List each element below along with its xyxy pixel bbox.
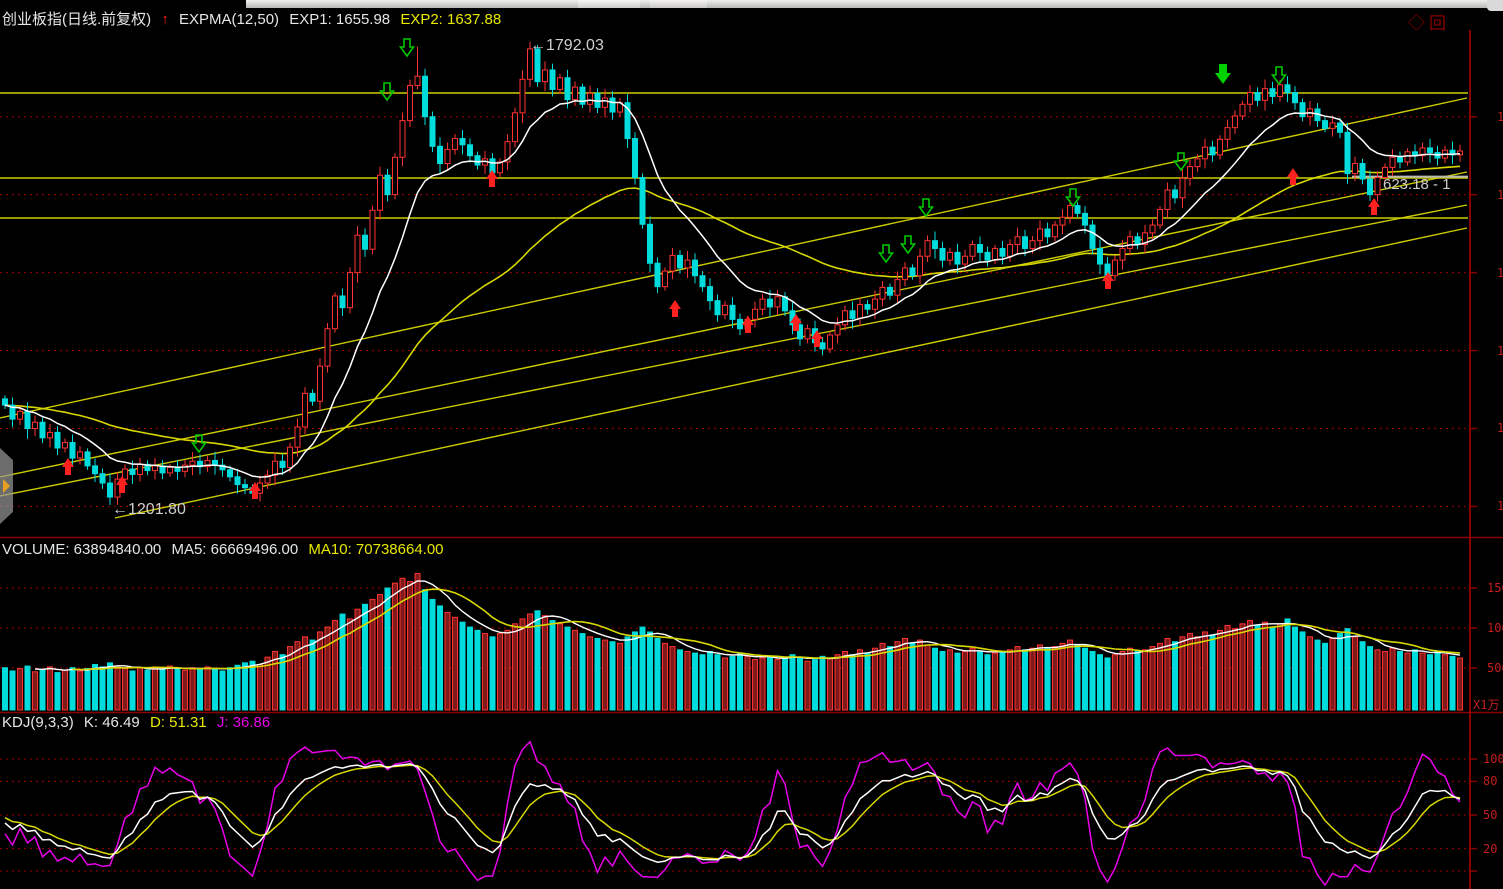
kdj-d-value: D: 51.31	[149, 714, 207, 731]
window-icon[interactable]: 回	[1429, 14, 1450, 33]
sidebar-expand-tab[interactable]	[0, 448, 13, 524]
indicator-name[interactable]: EXPMA(12,50)	[179, 11, 280, 28]
volume-axis-label: 15000	[1487, 581, 1503, 595]
volume-ma5-value: MA5: 66669496.00	[171, 541, 299, 558]
titlebar-segment	[578, 0, 640, 8]
price-axis-label: 1700	[1497, 109, 1503, 124]
diamond-icon[interactable]: ◇	[1408, 14, 1429, 33]
kdj-header: KDJ(9,3,3) K: 46.49 D: 51.31 J: 36.86	[2, 714, 276, 731]
expand-arrow-icon	[3, 479, 10, 493]
exp1-value: EXP1: 1655.98	[289, 11, 391, 28]
signal-price-label: 623.18 - 1	[1383, 176, 1451, 193]
titlebar-corner	[1487, 0, 1503, 11]
price-axis-label: 1500	[1497, 265, 1503, 280]
price-axis-label: 1200	[1497, 499, 1503, 514]
titlebar-segment	[650, 0, 707, 8]
kdj-axis-label: 20	[1483, 841, 1498, 856]
price-axis-label: 1300	[1497, 421, 1503, 436]
exp2-value: EXP2: 1637.88	[400, 11, 502, 28]
volume-ma10-value: MA10: 70738664.00	[308, 541, 444, 558]
main-chart-header: 创业板指(日线.前复权) ↑ EXPMA(12,50) EXP1: 1655.9…	[2, 8, 507, 29]
volume-axis-label: 5000	[1487, 661, 1503, 675]
volume-axis-label: 10000	[1487, 621, 1503, 635]
volume-unit-label: X1万	[1473, 698, 1500, 712]
titlebar-strip	[246, 0, 1503, 8]
volume-value: VOLUME: 63894840.00	[2, 541, 162, 558]
up-arrow-icon: ↑	[161, 11, 169, 28]
price-axis-label: 1600	[1497, 187, 1503, 202]
low-price-label: ←1201.80	[112, 501, 186, 518]
kdj-j-value: J: 36.86	[216, 714, 271, 731]
peak-price-label: ←1792.03	[530, 37, 604, 54]
kdj-name[interactable]: KDJ(9,3,3)	[2, 714, 74, 731]
background-window-titlebar	[0, 0, 1503, 11]
kdj-k-value: K: 46.49	[83, 714, 140, 731]
symbol-title[interactable]: 创业板指(日线.前复权)	[2, 11, 152, 28]
kdj-axis-label: 80	[1483, 774, 1498, 789]
kdj-axis-label: 50	[1483, 808, 1498, 822]
chart-toolbar: ◇回	[1408, 9, 1450, 34]
price-axis-label: 1400	[1497, 343, 1503, 358]
kdj-axis-label: 100	[1483, 752, 1503, 766]
volume-header: VOLUME: 63894840.00 MA5: 66669496.00 MA1…	[2, 541, 450, 558]
